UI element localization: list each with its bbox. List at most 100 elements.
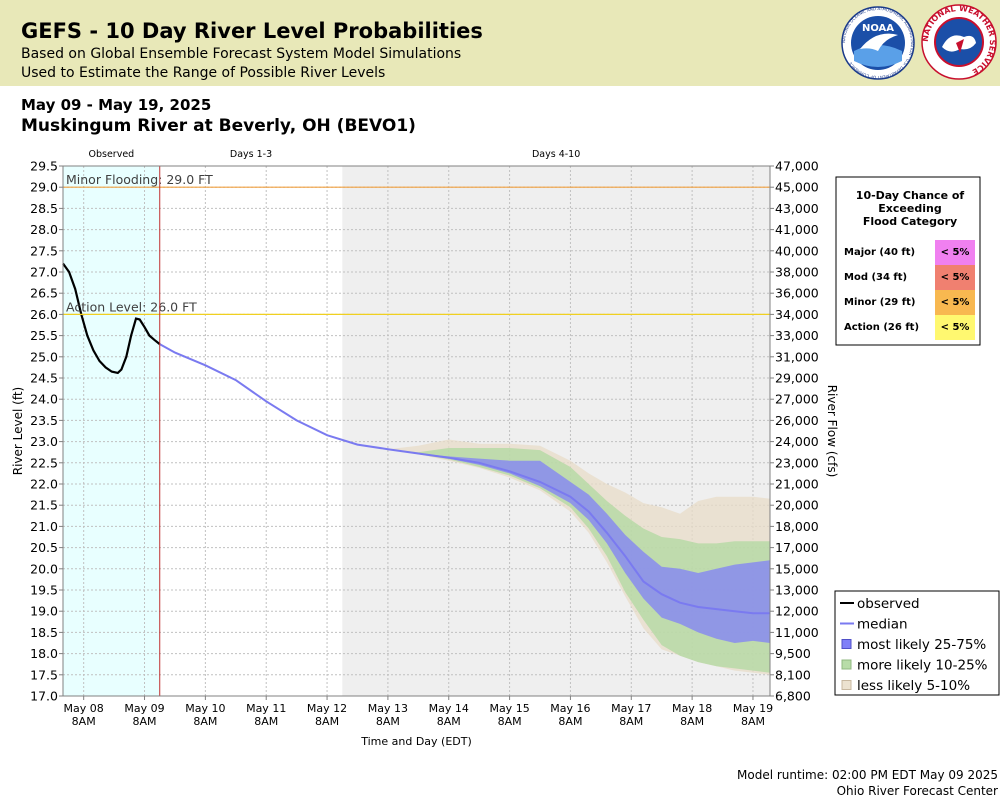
y-tick-label-13: 23.5 (30, 413, 58, 428)
x-tick-label-1: May 09 (124, 702, 164, 715)
y2-tick-label-14: 27,000 (775, 392, 819, 407)
x-tick-sub-3: 8AM (254, 715, 278, 728)
y2-tick-label-6: 15,000 (775, 561, 819, 576)
y2-tick-label-11: 23,000 (775, 455, 819, 470)
y-tick-label-22: 28.0 (30, 222, 58, 237)
y-tick-label-12: 23.0 (30, 434, 58, 449)
legend-label-3: more likely 10-25% (857, 658, 988, 674)
y2-tick-label-12: 24,000 (775, 434, 819, 449)
y2-tick-label-20: 38,000 (775, 265, 819, 280)
plot-frame (62, 165, 771, 697)
y2-tick-label-2: 9,500 (775, 646, 811, 661)
x-tick-sub-2: 8AM (193, 715, 217, 728)
exceed-row-value-0: < 5% (941, 247, 970, 258)
x-tick-label-4: May 12 (307, 702, 347, 715)
y-axis-label: River Level (ft) (11, 387, 25, 475)
y2-tick-label-18: 34,000 (775, 307, 819, 322)
x-tick-label-10: May 18 (672, 702, 712, 715)
y2-tick-label-9: 20,000 (775, 498, 819, 513)
x-tick-sub-5: 8AM (376, 715, 400, 728)
y2-tick-label-13: 26,000 (775, 413, 819, 428)
legend-swatch-2 (841, 639, 852, 649)
y-tick-label-24: 29.0 (30, 180, 58, 195)
x-tick-label-7: May 15 (489, 702, 529, 715)
y2-tick-label-4: 12,000 (775, 604, 819, 619)
exceed-row-label-3: Action (26 ft) (844, 322, 919, 333)
y2-tick-label-1: 8,100 (775, 667, 811, 682)
y-tick-label-14: 24.0 (30, 392, 58, 407)
y-tick-label-3: 18.5 (30, 625, 58, 640)
nws-logo: NATIONAL WEATHER SERVICE (921, 4, 997, 80)
page-subtitle-1: Based on Global Ensemble Forecast System… (21, 46, 462, 62)
svg-text:NATIONAL OCEANIC AND ATMOSPHER: NATIONAL OCEANIC AND ATMOSPHERIC ADMINIS… (841, 6, 915, 80)
legend-label-2: most likely 25-75% (857, 637, 986, 653)
y-tick-label-19: 26.5 (30, 286, 58, 301)
y-tick-label-5: 19.5 (30, 583, 58, 598)
legend-swatch-3 (841, 659, 852, 670)
legend-label-0: observed (857, 596, 920, 612)
y-tick-label-11: 22.5 (30, 455, 58, 470)
y-tick-label-2: 18.0 (30, 646, 58, 661)
threshold-label-1: Action Level: 26.0 FT (66, 299, 197, 314)
y-tick-label-1: 17.5 (30, 667, 58, 682)
y2-tick-label-23: 43,000 (775, 201, 819, 216)
x-tick-label-2: May 10 (185, 702, 225, 715)
y-tick-label-4: 19.0 (30, 604, 58, 619)
y2-tick-label-24: 45,000 (775, 180, 819, 195)
y2-tick-label-7: 17,000 (775, 540, 819, 555)
y-tick-label-10: 22.0 (30, 477, 58, 492)
x-tick-label-11: May 19 (733, 702, 773, 715)
exceed-row-swatch-3 (935, 315, 975, 340)
y2-tick-label-5: 13,000 (775, 583, 819, 598)
exceed-row-value-3: < 5% (941, 322, 970, 333)
y2-tick-label-3: 11,000 (775, 625, 819, 640)
x-tick-sub-6: 8AM (437, 715, 461, 728)
y2-tick-label-21: 40,000 (775, 243, 819, 258)
y2-tick-label-22: 41,000 (775, 222, 819, 237)
x-tick-label-6: May 14 (429, 702, 469, 715)
x-tick-sub-10: 8AM (680, 715, 704, 728)
exceed-row-label-2: Minor (29 ft) (844, 297, 915, 308)
band-2 (418, 453, 770, 643)
x-tick-sub-0: 8AM (72, 715, 96, 728)
exceed-table-title-0: 10-Day Chance of (856, 189, 965, 202)
threshold-label-0: Minor Flooding: 29.0 FT (66, 172, 213, 187)
legend-swatch-4 (841, 680, 852, 690)
x-tick-sub-9: 8AM (619, 715, 643, 728)
exceed-row-label-0: Major (40 ft) (844, 247, 915, 258)
x-tick-sub-8: 8AM (558, 715, 582, 728)
page-title: GEFS - 10 Day River Level Probabilities (21, 19, 483, 43)
x-tick-label-9: May 17 (611, 702, 651, 715)
x-tick-sub-1: 8AM (133, 715, 157, 728)
region-bg-1 (159, 166, 343, 696)
y2-tick-label-17: 33,000 (775, 328, 819, 343)
x-tick-label-0: May 08 (64, 702, 104, 715)
legend-label-4: less likely 5-10% (857, 678, 970, 694)
y2-tick-label-19: 36,000 (775, 286, 819, 301)
y-tick-label-8: 21.0 (30, 519, 58, 534)
region-label-1: Days 1-3 (230, 149, 272, 160)
y2-tick-label-15: 29,000 (775, 371, 819, 386)
median-line (159, 343, 770, 615)
exceed-row-value-1: < 5% (941, 272, 970, 283)
exceed-row-value-2: < 5% (941, 297, 970, 308)
y-tick-label-21: 27.5 (30, 243, 58, 258)
exceed-row-label-1: Mod (34 ft) (844, 272, 907, 283)
noaa-logo: NOAA (841, 6, 915, 80)
y-tick-label-9: 21.5 (30, 498, 58, 513)
region-label-2: Days 4-10 (532, 149, 580, 160)
exceed-table-title-2: Flood Category (863, 215, 957, 228)
x-tick-sub-4: 8AM (315, 715, 339, 728)
y2-axis-label: River Flow (cfs) (825, 385, 839, 478)
exceed-row-swatch-0 (935, 240, 975, 265)
x-axis-label: Time and Day (EDT) (360, 735, 472, 748)
header-banner: GEFS - 10 Day River Level Probabilities … (0, 0, 1000, 86)
region-bg-0 (63, 166, 160, 696)
y-tick-label-16: 25.0 (30, 349, 58, 364)
y-tick-label-17: 25.5 (30, 328, 58, 343)
x-tick-label-5: May 13 (368, 702, 408, 715)
x-tick-sub-11: 8AM (741, 715, 765, 728)
y2-tick-label-10: 21,000 (775, 477, 819, 492)
y2-tick-label-25: 47,000 (775, 159, 819, 174)
y-tick-label-7: 20.5 (30, 540, 58, 555)
